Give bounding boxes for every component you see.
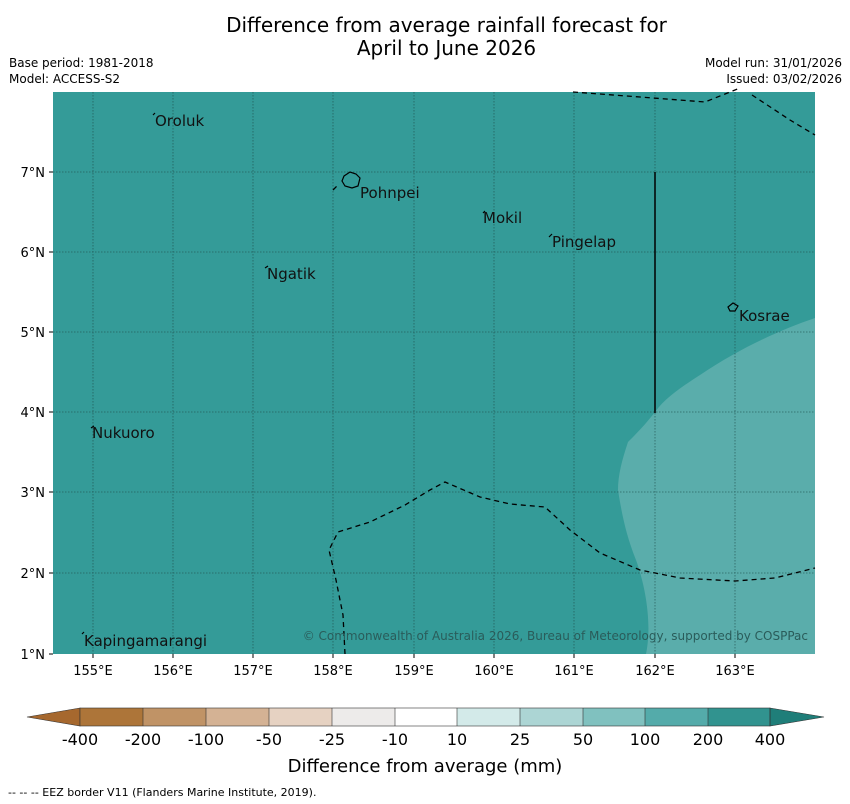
mokil-atoll — [482, 210, 486, 214]
colorbar-label-10: 100 — [630, 730, 661, 749]
eez-borders — [328, 87, 816, 655]
gridlines — [53, 92, 815, 654]
colorbar-label-1: -400 — [62, 730, 98, 749]
model-name: Model: ACCESS-S2 — [9, 72, 121, 86]
place-pingelap: Pingelap — [552, 233, 616, 251]
colorbar-label-3: -100 — [188, 730, 224, 749]
colorbar-label-2: -200 — [125, 730, 161, 749]
place-nukuoro: Nukuoro — [92, 424, 155, 442]
lat-label-7n: 7°N — [21, 166, 46, 181]
colorbar-label-5: -25 — [319, 730, 345, 749]
colorbar-segment-5 — [332, 708, 395, 726]
place-labels: Oroluk Pohnpei Mokil Pingelap Ngatik Kos… — [84, 112, 790, 650]
colorbar-label-6: -10 — [382, 730, 408, 749]
lat-label-2n: 2°N — [21, 567, 46, 582]
ngatik-atoll — [264, 265, 269, 269]
colorbar-segment-3 — [206, 708, 269, 726]
lon-label-159e: 159°E — [394, 664, 434, 679]
colorbar-segment-10 — [645, 708, 708, 726]
colorbar-dividers — [142, 708, 709, 726]
lat-label-6n: 6°N — [21, 246, 46, 261]
colorbar-segment-9 — [583, 708, 645, 726]
title-line-2: April to June 2026 — [356, 36, 537, 60]
colorbar-label-11: 200 — [693, 730, 724, 749]
place-kosrae: Kosrae — [739, 307, 790, 325]
colorbar-labels: -400 -200 -100 -50 -25 -10 10 25 50 100 … — [62, 730, 785, 749]
kapingamarangi-atoll — [81, 631, 85, 635]
colorbar-segment-2 — [143, 708, 206, 726]
pohnpei-island — [341, 171, 361, 189]
lat-label-1n: 1°N — [21, 648, 46, 663]
lon-label-157e: 157°E — [233, 664, 273, 679]
lon-label-158e: 158°E — [313, 664, 353, 679]
title-line-1: Difference from average rainfall forecas… — [226, 13, 667, 37]
colorbar-segment-4 — [269, 708, 332, 726]
lon-label-163e: 163°E — [715, 664, 755, 679]
lat-label-4n: 4°N — [21, 406, 46, 421]
lon-label-160e: 160°E — [474, 664, 514, 679]
lat-labels: 7°N 6°N 5°N 4°N 3°N 2°N 1°N — [21, 166, 46, 663]
colorbar-label-4: -50 — [256, 730, 282, 749]
colorbar-segment-7 — [457, 708, 520, 726]
lon-ticks — [92, 654, 736, 658]
pingelap-atoll — [548, 233, 553, 238]
colorbar-label-7: 10 — [447, 730, 467, 749]
place-ngatik: Ngatik — [267, 265, 316, 283]
lon-label-161e: 161°E — [554, 664, 594, 679]
lon-labels: 155°E 156°E 157°E 158°E 159°E 160°E 161°… — [73, 664, 755, 679]
colorbar-low-arrow — [26, 707, 81, 727]
kosrae-island — [727, 302, 739, 312]
place-kapingamarangi: Kapingamarangi — [84, 632, 207, 650]
copyright-notice: © Commonwealth of Australia 2026, Bureau… — [303, 629, 808, 643]
colorbar-outline — [79, 707, 771, 727]
eez-footnote: -- -- -- EEZ border V11 (Flanders Marine… — [8, 786, 317, 799]
colorbar-segment-1 — [80, 708, 143, 726]
colorbar: -400 -200 -100 -50 -25 -10 10 25 50 100 … — [26, 707, 825, 777]
oroluk-atoll — [152, 112, 156, 116]
base-info: Base period: 1981-2018 Model: ACCESS-S2 — [9, 55, 154, 87]
run-info: Model run: 31/01/2026 Issued: 03/02/2026 — [705, 55, 842, 87]
colorbar-label-8: 25 — [510, 730, 530, 749]
model-run: Model run: 31/01/2026 — [704, 56, 842, 70]
lat-label-3n: 3°N — [21, 486, 46, 501]
map-panel: Oroluk Pohnpei Mokil Pingelap Ngatik Kos… — [21, 87, 816, 679]
nukuoro-atoll — [90, 425, 95, 429]
colorbar-title: Difference from average (mm) — [288, 756, 563, 777]
issued-date: Issued: 03/02/2026 — [726, 72, 842, 86]
colorbar-segment-8 — [520, 708, 583, 726]
lon-label-162e: 162°E — [635, 664, 675, 679]
islands — [81, 112, 739, 635]
colorbar-segment-11 — [708, 708, 770, 726]
colorbar-segment-6 — [395, 708, 457, 726]
place-pohnpei: Pohnpei — [360, 184, 420, 202]
lon-label-156e: 156°E — [153, 664, 193, 679]
wetter-region — [618, 318, 815, 654]
base-period: Base period: 1981-2018 — [9, 56, 154, 70]
map-title: Difference from average rainfall forecas… — [0, 14, 850, 60]
colorbar-high-arrow — [769, 707, 825, 727]
place-oroluk: Oroluk — [155, 112, 204, 130]
colorbar-label-9: 50 — [573, 730, 593, 749]
colorbar-label-12: 400 — [755, 730, 786, 749]
lat-ticks — [49, 171, 53, 655]
lat-label-5n: 5°N — [21, 326, 46, 341]
place-mokil: Mokil — [483, 209, 522, 227]
lon-label-155e: 155°E — [73, 664, 113, 679]
